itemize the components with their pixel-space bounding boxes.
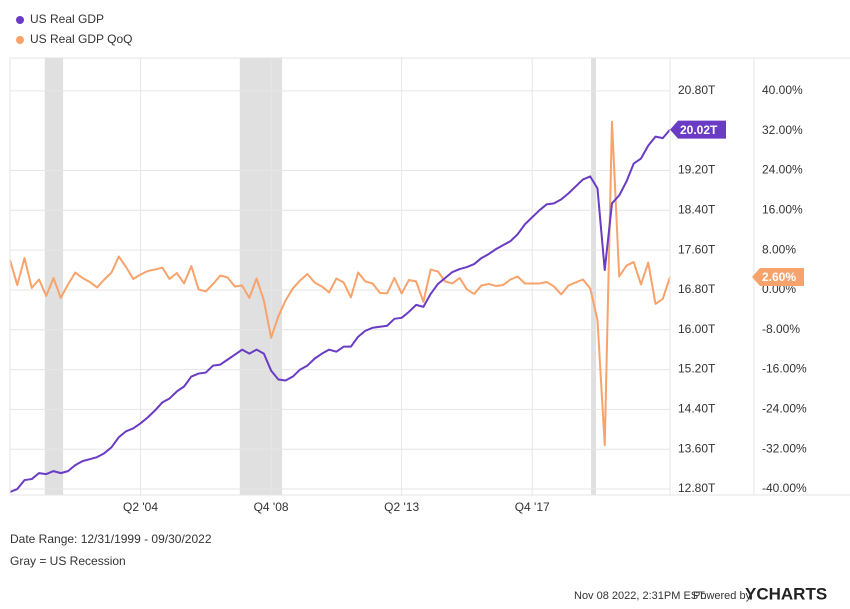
y-tick-label: 20.80T xyxy=(678,83,716,97)
legend-marker xyxy=(16,16,24,24)
powered-by: Powered by xyxy=(693,590,752,602)
end-label: 2.60% xyxy=(762,270,796,284)
legend-label: US Real GDP QoQ xyxy=(30,32,132,46)
legend-marker xyxy=(16,36,24,44)
y2-tick-label: -32.00% xyxy=(762,441,807,455)
legend-label: US Real GDP xyxy=(30,12,104,26)
x-tick-label: Q2 '13 xyxy=(384,500,419,514)
x-tick-label: Q2 '04 xyxy=(123,500,158,514)
series-line xyxy=(9,129,671,493)
date-range: Date Range: 12/31/1999 - 09/30/2022 xyxy=(10,532,212,546)
y2-tick-label: 16.00% xyxy=(762,202,803,216)
end-label-box xyxy=(752,267,804,286)
y-tick-label: 17.60T xyxy=(678,242,716,256)
plot-layer xyxy=(9,58,671,495)
y-tick-label: 13.60T xyxy=(678,441,716,455)
y-tick-label: 19.20T xyxy=(678,163,716,177)
recession-band xyxy=(591,58,597,495)
timestamp: Nov 08 2022, 2:31PM EST. xyxy=(574,590,707,602)
y-tick-label: 16.00T xyxy=(678,322,716,336)
y-tick-label: 18.40T xyxy=(678,202,716,216)
y2-tick-label: 32.00% xyxy=(762,123,803,137)
end-label-box xyxy=(670,120,726,139)
x-tick-label: Q4 '08 xyxy=(254,500,289,514)
end-label: 20.02T xyxy=(680,123,718,137)
y2-tick-label: -8.00% xyxy=(762,322,800,336)
recession-band xyxy=(44,58,64,495)
y-tick-label: 14.40T xyxy=(678,402,716,416)
series-line xyxy=(9,120,671,447)
y2-tick-label: -40.00% xyxy=(762,481,807,495)
x-tick-label: Q4 '17 xyxy=(515,500,550,514)
y2-tick-label: 8.00% xyxy=(762,242,796,256)
y2-tick-label: 40.00% xyxy=(762,83,803,97)
brand-logo: YCHARTS xyxy=(745,584,827,603)
y-tick-label: 15.20T xyxy=(678,362,716,376)
recession-band xyxy=(239,58,283,495)
y2-tick-label: 24.00% xyxy=(762,163,803,177)
y2-tick-label: -24.00% xyxy=(762,402,807,416)
y-tick-label: 12.80T xyxy=(678,481,716,495)
y-tick-label: 16.80T xyxy=(678,282,716,296)
recession-note: Gray = US Recession xyxy=(10,554,126,568)
y2-tick-label: -16.00% xyxy=(762,362,807,376)
